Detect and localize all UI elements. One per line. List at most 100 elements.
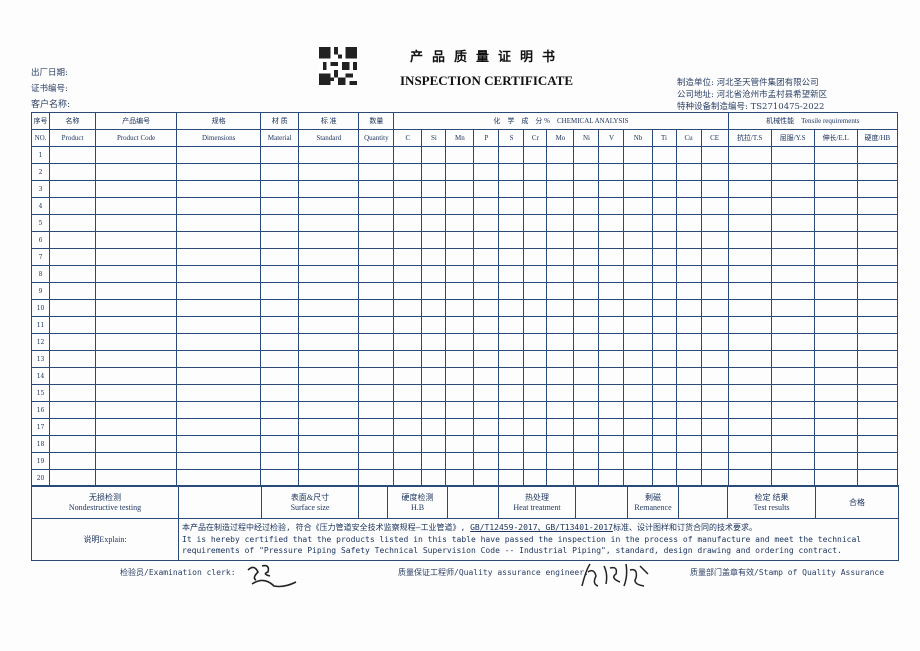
table-cell	[95, 231, 178, 249]
heat-treatment-value	[575, 485, 628, 519]
table-cell	[546, 282, 575, 300]
table-cell	[445, 401, 475, 419]
table-cell	[95, 146, 178, 164]
table-cell	[95, 418, 178, 436]
table-cell	[176, 350, 262, 368]
table-cell	[813, 452, 858, 470]
manufacturer: 制造单位: 河北圣天管件集团有限公司	[677, 78, 819, 88]
table-cell	[573, 282, 600, 300]
table-cell	[393, 367, 423, 385]
table-cell	[813, 146, 858, 164]
table-cell	[421, 333, 447, 351]
table-row: 9	[30, 282, 899, 300]
table-cell	[298, 163, 360, 181]
table-cell	[498, 197, 525, 215]
table-row: 1	[30, 146, 899, 164]
table-cell	[421, 316, 447, 334]
table-row: 2	[30, 163, 899, 181]
table-cell	[573, 401, 600, 419]
table-cell	[770, 214, 815, 232]
element-header: Mn	[445, 129, 475, 147]
table-row: 11	[30, 316, 899, 334]
table-cell	[298, 146, 360, 164]
table-cell	[298, 265, 360, 283]
table-cell	[49, 367, 97, 385]
table-row: 20	[30, 469, 899, 487]
table-cell	[473, 350, 500, 368]
table-cell	[651, 282, 677, 300]
table-cell	[813, 469, 858, 487]
table-cell	[651, 265, 677, 283]
table-cell	[95, 163, 178, 181]
table-cell	[95, 333, 178, 351]
table-cell	[298, 197, 360, 215]
table-cell	[813, 214, 858, 232]
table-cell	[523, 418, 548, 436]
row-number: 11	[30, 316, 51, 334]
table-cell	[727, 265, 772, 283]
table-cell	[813, 299, 858, 317]
table-cell	[675, 231, 702, 249]
table-cell	[675, 214, 702, 232]
inspection-table: 序号 名称 产品编号 规格材 质标 准数量化 学 成 分 % CHEMICAL ANA…	[30, 112, 899, 487]
table-cell	[598, 384, 625, 402]
table-cell	[813, 333, 858, 351]
table-cell	[358, 146, 395, 164]
table-cell	[393, 418, 423, 436]
table-cell	[700, 265, 729, 283]
table-cell	[813, 180, 858, 198]
table-row: 7	[30, 248, 899, 266]
table-cell	[445, 333, 475, 351]
table-cell	[473, 146, 500, 164]
table-cell	[623, 231, 653, 249]
table-cell	[651, 367, 677, 385]
table-cell	[856, 350, 899, 368]
table-cell	[700, 350, 729, 368]
table-cell	[546, 316, 575, 334]
table-cell	[260, 384, 300, 402]
table-cell	[358, 248, 395, 266]
table-cell	[598, 418, 625, 436]
table-cell	[770, 435, 815, 453]
row-number: 14	[30, 367, 51, 385]
table-cell	[813, 197, 858, 215]
table-cell	[546, 180, 575, 198]
element-header: S	[498, 129, 525, 147]
row-number: 10	[30, 299, 51, 317]
qa-engineer-signature	[581, 563, 649, 587]
table-cell	[546, 197, 575, 215]
table-cell	[546, 231, 575, 249]
table-cell	[523, 333, 548, 351]
table-cell	[260, 333, 300, 351]
table-cell	[856, 401, 899, 419]
table-cell	[473, 299, 500, 317]
row-number: 4	[30, 197, 51, 215]
table-cell	[298, 299, 360, 317]
hardness-label: 硬度检测 H.B	[387, 485, 448, 519]
table-cell	[651, 350, 677, 368]
table-cell	[260, 197, 300, 215]
table-cell	[675, 401, 702, 419]
table-cell	[573, 418, 600, 436]
test-results-value: 合格	[815, 485, 899, 519]
table-cell	[260, 350, 300, 368]
table-cell	[523, 401, 548, 419]
column-header-en: Material	[260, 129, 300, 147]
element-header: CE	[700, 129, 729, 147]
table-cell	[445, 282, 475, 300]
table-cell	[623, 146, 653, 164]
table-cell	[651, 299, 677, 317]
table-cell	[651, 197, 677, 215]
table-cell	[358, 350, 395, 368]
table-cell	[770, 146, 815, 164]
table-row: 14	[30, 367, 899, 385]
table-cell	[393, 350, 423, 368]
table-cell	[95, 214, 178, 232]
table-cell	[176, 435, 262, 453]
table-cell	[770, 163, 815, 181]
table-cell	[675, 435, 702, 453]
column-header-en: Product Code	[95, 129, 178, 147]
table-cell	[473, 333, 500, 351]
table-cell	[498, 282, 525, 300]
table-cell	[546, 452, 575, 470]
